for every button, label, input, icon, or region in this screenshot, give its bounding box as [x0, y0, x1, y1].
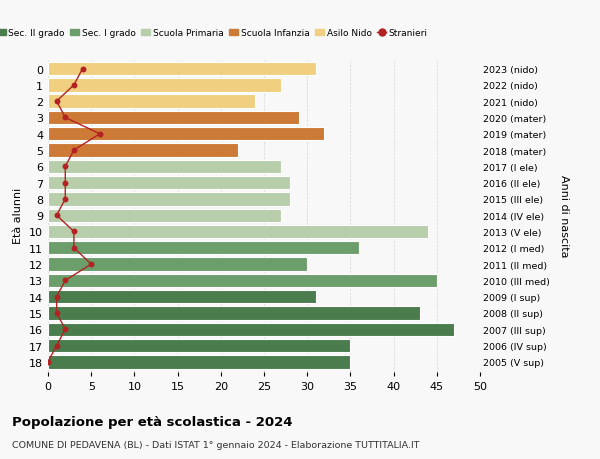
Bar: [48, 95, 256, 109]
Bar: [48, 323, 454, 336]
Point: [43, 358, 53, 366]
Point: [69, 147, 79, 154]
Point: [95, 131, 104, 138]
Bar: [48, 144, 238, 157]
Bar: [48, 274, 437, 287]
Bar: [48, 193, 290, 206]
Y-axis label: Anni di nascita: Anni di nascita: [559, 174, 569, 257]
Text: COMUNE DI PEDAVENA (BL) - Dati ISTAT 1° gennaio 2024 - Elaborazione TUTTITALIA.I: COMUNE DI PEDAVENA (BL) - Dati ISTAT 1° …: [12, 440, 419, 449]
Legend: Sec. II grado, Sec. I grado, Scuola Primaria, Scuola Infanzia, Asilo Nido, Stran: Sec. II grado, Sec. I grado, Scuola Prim…: [0, 25, 431, 41]
Point: [52, 342, 61, 349]
Bar: [48, 209, 281, 223]
Point: [61, 114, 70, 122]
Y-axis label: Età alunni: Età alunni: [13, 188, 23, 244]
Point: [78, 66, 88, 73]
Point: [52, 98, 61, 106]
Point: [61, 163, 70, 171]
Point: [61, 179, 70, 187]
Point: [52, 293, 61, 301]
Point: [61, 277, 70, 285]
Bar: [48, 112, 299, 125]
Bar: [48, 355, 350, 369]
Bar: [48, 225, 428, 239]
Bar: [48, 128, 325, 141]
Bar: [48, 258, 307, 271]
Bar: [48, 307, 419, 320]
Point: [52, 309, 61, 317]
Bar: [48, 79, 281, 92]
Point: [61, 196, 70, 203]
Bar: [48, 339, 350, 353]
Bar: [48, 63, 316, 76]
Bar: [48, 291, 316, 304]
Point: [61, 326, 70, 333]
Point: [69, 228, 79, 235]
Point: [69, 82, 79, 90]
Bar: [48, 160, 281, 174]
Point: [69, 245, 79, 252]
Bar: [48, 177, 290, 190]
Point: [86, 261, 96, 268]
Bar: [48, 241, 359, 255]
Point: [52, 212, 61, 219]
Text: Popolazione per età scolastica - 2024: Popolazione per età scolastica - 2024: [12, 415, 293, 428]
